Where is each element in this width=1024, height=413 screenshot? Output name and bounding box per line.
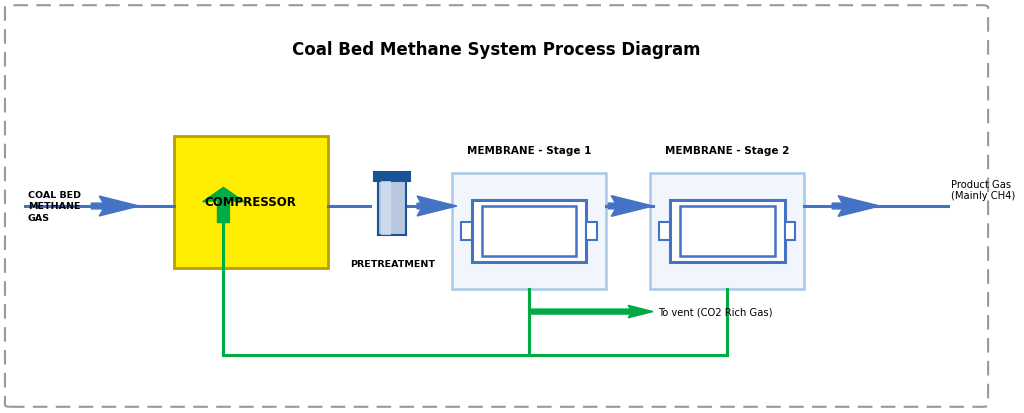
Bar	[586, 222, 597, 240]
Bar	[680, 206, 774, 256]
FancyArrow shape	[91, 197, 139, 216]
Bar	[650, 173, 805, 289]
Bar	[452, 173, 606, 289]
Text: To vent (CO2 Rich Gas): To vent (CO2 Rich Gas)	[657, 307, 772, 317]
Text: COMPRESSOR: COMPRESSOR	[205, 196, 297, 209]
Text: Product Gas
(Mainly CH4): Product Gas (Mainly CH4)	[951, 179, 1016, 201]
Text: MEMBRANE - Stage 2: MEMBRANE - Stage 2	[666, 146, 790, 156]
FancyArrow shape	[528, 306, 653, 318]
Text: PRETREATMENT: PRETREATMENT	[350, 260, 435, 269]
FancyArrow shape	[203, 188, 245, 223]
Bar	[671, 200, 784, 262]
FancyArrow shape	[608, 196, 653, 217]
Text: COAL BED
METHANE
GAS: COAL BED METHANE GAS	[28, 190, 81, 223]
FancyArrow shape	[417, 197, 457, 216]
Bar	[659, 222, 671, 240]
FancyArrow shape	[833, 196, 880, 217]
Bar	[378, 182, 407, 235]
Bar	[381, 182, 391, 235]
Bar	[784, 222, 796, 240]
Bar	[375, 173, 411, 182]
Bar	[472, 200, 586, 262]
Text: Coal Bed Methane System Process Diagram: Coal Bed Methane System Process Diagram	[292, 40, 700, 59]
Bar	[174, 136, 328, 268]
Bar	[461, 222, 472, 240]
Bar	[481, 206, 575, 256]
FancyBboxPatch shape	[5, 6, 988, 407]
Text: MEMBRANE - Stage 1: MEMBRANE - Stage 1	[467, 146, 591, 156]
